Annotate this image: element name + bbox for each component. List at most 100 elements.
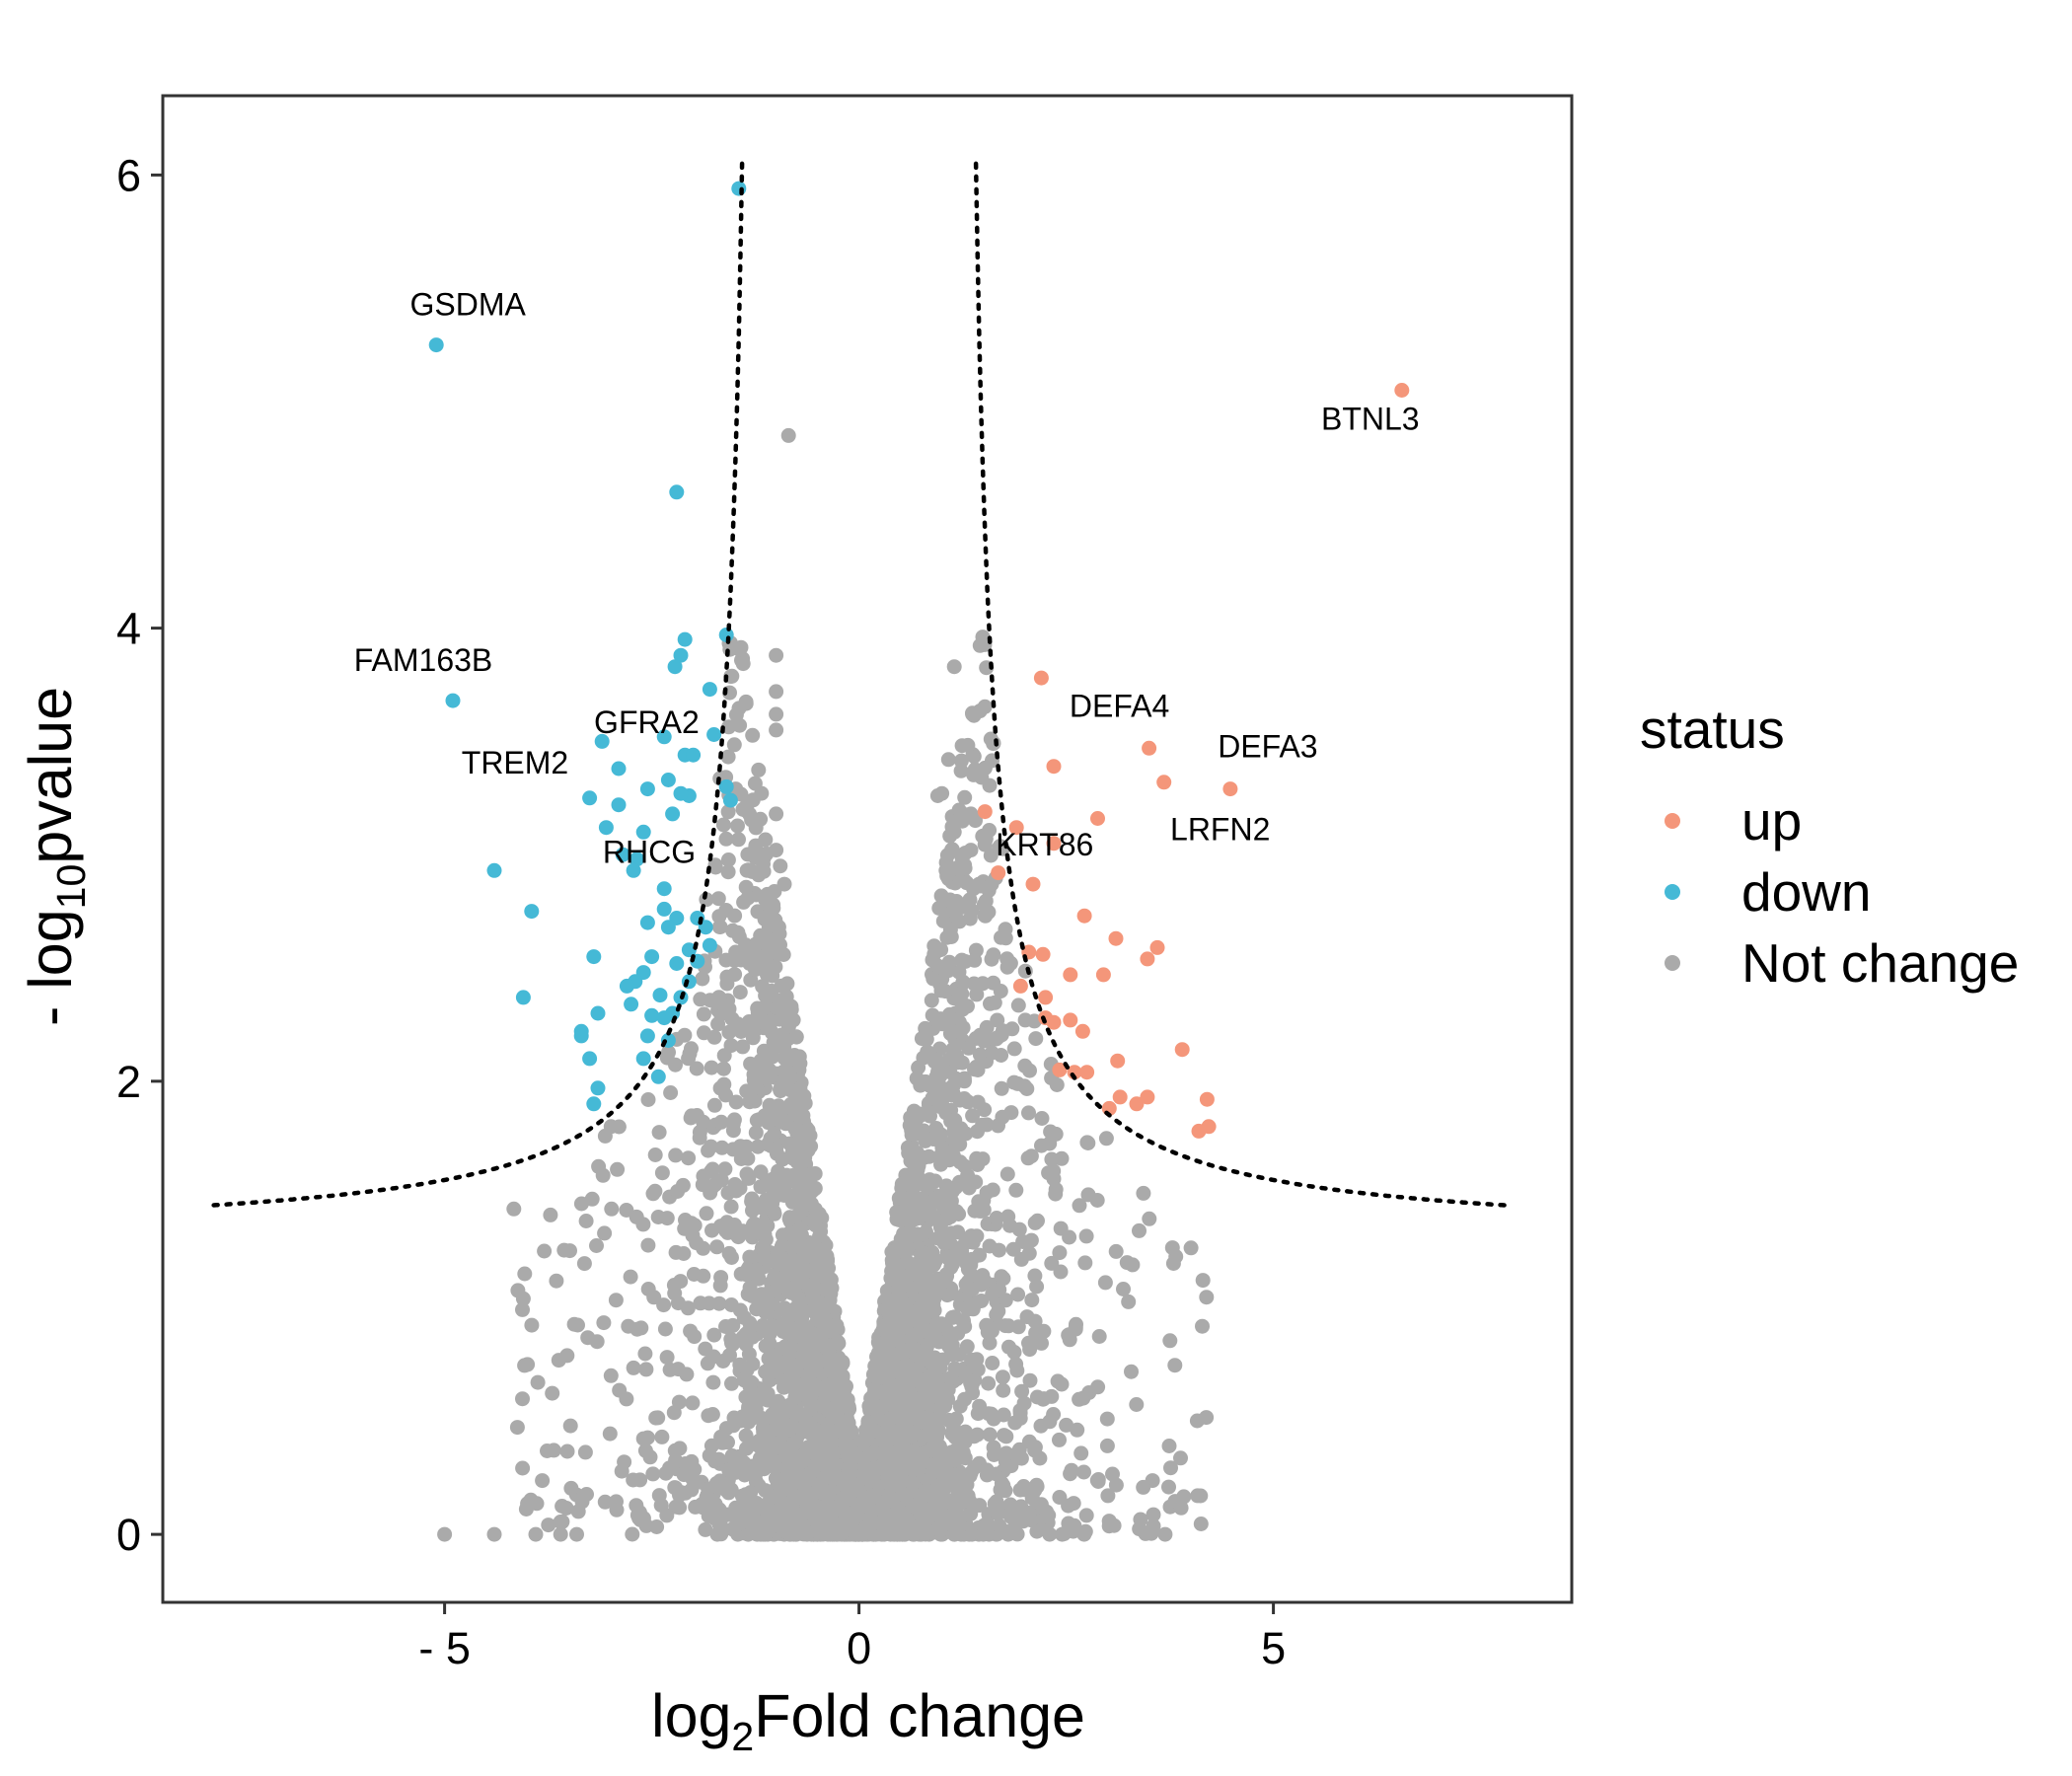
- point-not-change: [1033, 1497, 1049, 1513]
- point-not-change: [702, 1295, 717, 1311]
- point-not-change: [720, 804, 736, 820]
- point-not-change: [640, 1237, 656, 1253]
- point-not-change: [960, 1167, 976, 1183]
- point-not-change: [834, 1522, 850, 1538]
- point-not-change: [970, 1427, 985, 1443]
- point-not-change: [994, 1080, 1009, 1096]
- point-not-change: [659, 1508, 675, 1523]
- point-not-change: [654, 1165, 670, 1181]
- not-change-points: [437, 427, 1215, 1542]
- point-down: [626, 862, 641, 878]
- point-not-change: [795, 1186, 811, 1202]
- point-not-change: [637, 1346, 653, 1362]
- point-not-change: [703, 1438, 719, 1453]
- point-not-change: [972, 1247, 988, 1263]
- point-up: [1076, 908, 1092, 924]
- point-not-change: [687, 1461, 703, 1477]
- point-not-change: [969, 1228, 985, 1244]
- point-not-change: [997, 1428, 1012, 1443]
- point-not-change: [724, 1375, 739, 1391]
- point-not-change: [1099, 1438, 1115, 1453]
- point-not-change: [974, 770, 990, 785]
- point-not-change: [957, 1073, 972, 1089]
- point-not-change: [797, 1410, 813, 1425]
- point-not-change: [668, 1147, 684, 1163]
- point-not-change: [951, 964, 967, 980]
- point-up: [1394, 383, 1410, 398]
- point-not-change: [1136, 1479, 1151, 1495]
- point-down: [722, 792, 738, 808]
- point-not-change: [486, 1526, 502, 1542]
- point-not-change: [935, 1193, 951, 1209]
- point-not-change: [577, 1444, 593, 1460]
- point-not-change: [917, 1245, 932, 1261]
- point-not-change: [905, 1475, 921, 1491]
- point-not-change: [792, 1080, 808, 1096]
- point-not-change: [975, 829, 991, 844]
- point-not-change: [738, 1336, 754, 1352]
- point-down: [590, 1005, 606, 1021]
- point-not-change: [654, 1429, 670, 1444]
- point-not-change: [972, 1498, 988, 1514]
- point-not-change: [597, 1225, 613, 1241]
- gene-label-btnl3: BTNL3: [1321, 402, 1420, 437]
- point-not-change: [923, 1508, 937, 1523]
- point-not-change: [960, 1280, 976, 1295]
- point-not-change: [788, 1029, 804, 1045]
- point-up: [1112, 1089, 1128, 1105]
- point-not-change: [769, 1272, 784, 1288]
- point-not-change: [779, 976, 795, 992]
- gene-label-defa3: DEFA3: [1218, 729, 1317, 765]
- point-not-change: [924, 993, 939, 1008]
- point-not-change: [981, 904, 997, 920]
- point-not-change: [756, 1383, 772, 1399]
- point-not-change: [535, 1473, 551, 1489]
- point-not-change: [1005, 1241, 1021, 1257]
- point-not-change: [769, 1141, 784, 1156]
- point-not-change: [717, 1161, 733, 1177]
- point-not-change: [912, 1350, 927, 1366]
- point-not-change: [1029, 1389, 1045, 1405]
- point-not-change: [799, 1526, 815, 1542]
- y-tick-label: 2: [116, 1057, 141, 1107]
- point-not-change: [773, 858, 788, 874]
- point-not-change: [723, 1331, 739, 1347]
- point-not-change: [922, 1077, 937, 1093]
- point-not-change: [570, 1504, 586, 1519]
- point-not-change: [1052, 1490, 1068, 1505]
- point-not-change: [703, 1139, 719, 1154]
- point-not-change: [635, 1431, 651, 1446]
- point-down: [582, 1051, 598, 1067]
- point-not-change: [699, 892, 714, 908]
- point-not-change: [900, 1314, 916, 1330]
- point-not-change: [951, 1347, 967, 1363]
- point-not-change: [844, 1449, 859, 1465]
- point-up: [1079, 1065, 1095, 1080]
- point-down: [590, 1080, 606, 1096]
- point-not-change: [756, 1250, 772, 1266]
- point-not-change: [741, 1170, 757, 1186]
- point-not-change: [1062, 1229, 1077, 1245]
- point-not-change: [559, 1348, 575, 1364]
- point-not-change: [515, 1391, 530, 1407]
- point-not-change: [759, 967, 775, 983]
- point-not-change: [911, 1405, 926, 1421]
- point-not-change: [952, 1466, 968, 1482]
- point-not-change: [904, 1127, 920, 1143]
- point-not-change: [603, 1368, 619, 1383]
- point-down: [660, 920, 676, 935]
- y-tick-label: 6: [116, 150, 141, 200]
- point-not-change: [769, 806, 784, 822]
- point-not-change: [755, 1420, 771, 1436]
- point-down: [669, 956, 685, 971]
- point-not-change: [769, 722, 784, 738]
- point-not-change: [631, 1511, 647, 1526]
- point-down: [573, 1028, 589, 1044]
- point-not-change: [679, 1367, 695, 1382]
- point-not-change: [949, 1442, 965, 1457]
- point-not-change: [569, 1526, 584, 1542]
- point-down: [656, 881, 672, 897]
- point-down: [731, 181, 747, 196]
- point-not-change: [964, 903, 980, 919]
- point-not-change: [928, 1121, 944, 1136]
